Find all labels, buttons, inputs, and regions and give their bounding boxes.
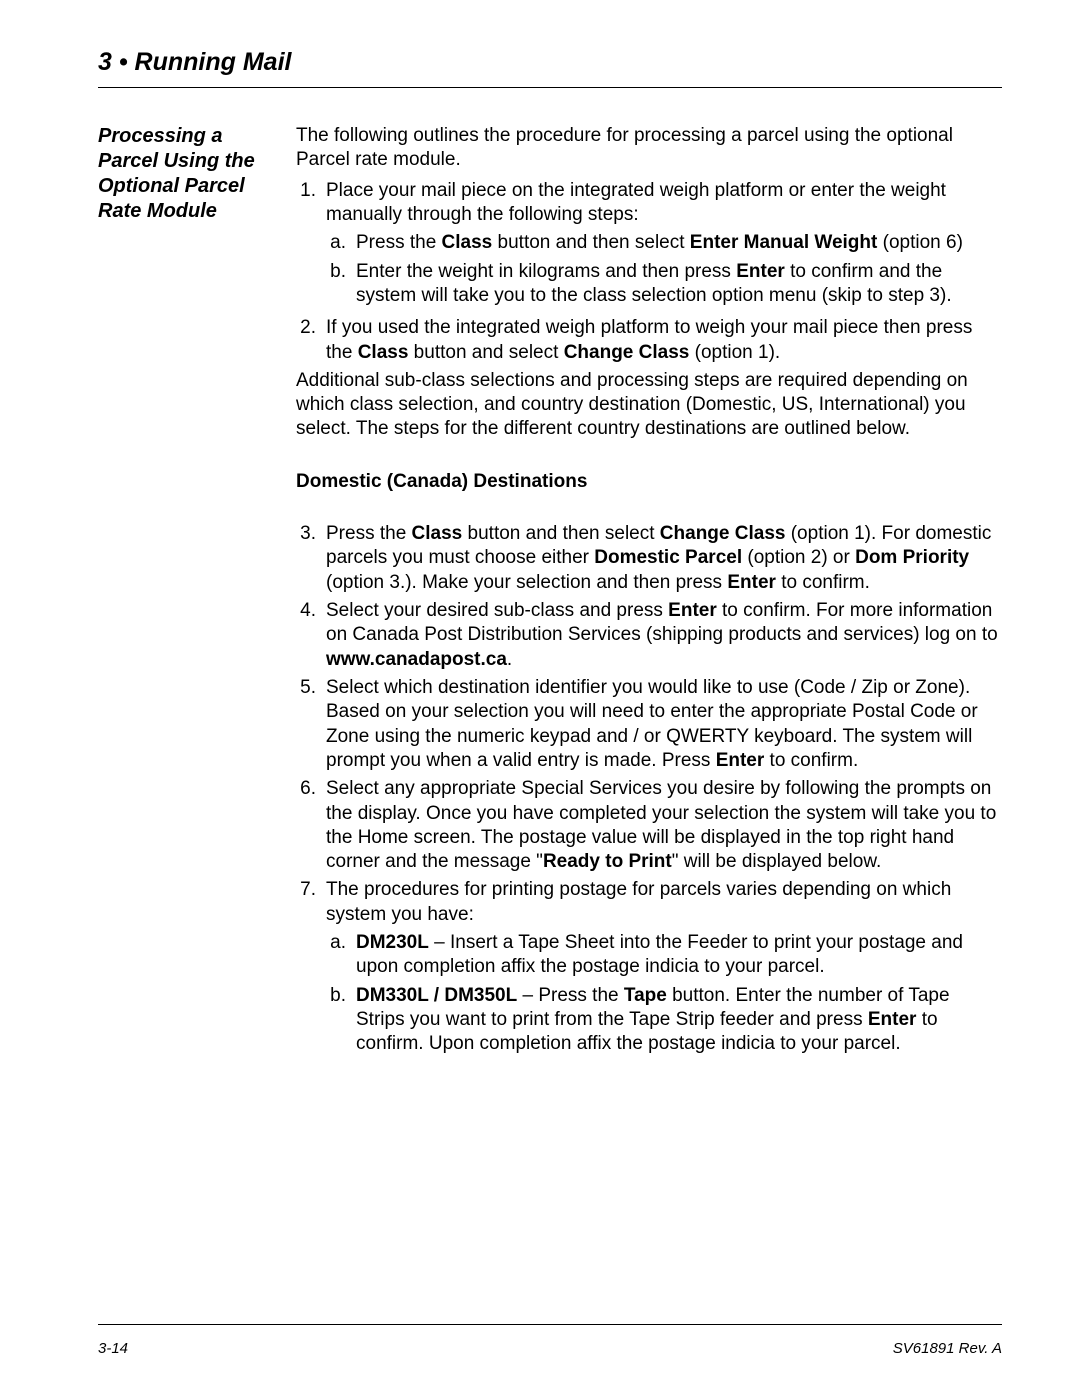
- step-2: 2. If you used the integrated weigh plat…: [296, 316, 1002, 365]
- step-number: 3.: [296, 522, 326, 595]
- step-3: 3. Press the Class button and then selec…: [296, 522, 1002, 595]
- step-7a: a. DM230L – Insert a Tape Sheet into the…: [326, 931, 1002, 980]
- step-body: Select which destination identifier you …: [326, 676, 1002, 773]
- footer: 3-14 SV61891 Rev. A: [98, 1340, 1002, 1357]
- step-number: 5.: [296, 676, 326, 773]
- sub-list-7: a. DM230L – Insert a Tape Sheet into the…: [326, 931, 1002, 1057]
- step-6: 6. Select any appropriate Special Servic…: [296, 777, 1002, 874]
- step-4: 4. Select your desired sub-class and pre…: [296, 599, 1002, 672]
- step-body: Place your mail piece on the integrated …: [326, 179, 1002, 313]
- step-1b: b. Enter the weight in kilograms and the…: [326, 260, 1002, 309]
- content-columns: Processing a Parcel Using the Optional P…: [98, 124, 1002, 1065]
- main-column: The following outlines the procedure for…: [296, 124, 1002, 1065]
- additional-paragraph: Additional sub-class selections and proc…: [296, 369, 1002, 442]
- step-number: 4.: [296, 599, 326, 672]
- sub-letter: b.: [326, 984, 356, 1057]
- sub-body: DM330L / DM350L – Press the Tape button.…: [356, 984, 1002, 1057]
- sub-letter: a.: [326, 231, 356, 255]
- step-number: 1.: [296, 179, 326, 313]
- step-body: If you used the integrated weigh platfor…: [326, 316, 1002, 365]
- sub-list-1: a. Press the Class button and then selec…: [326, 231, 1002, 308]
- step-1: 1. Place your mail piece on the integrat…: [296, 179, 1002, 313]
- domestic-heading: Domestic (Canada) Destinations: [296, 470, 1002, 494]
- page: 3 • Running Mail Processing a Parcel Usi…: [0, 0, 1080, 1397]
- sub-body: Press the Class button and then select E…: [356, 231, 1002, 255]
- side-heading: Processing a Parcel Using the Optional P…: [98, 124, 284, 224]
- header-rule: [98, 87, 1002, 88]
- step-body: The procedures for printing postage for …: [326, 878, 1002, 1060]
- side-column: Processing a Parcel Using the Optional P…: [98, 124, 296, 224]
- step-number: 6.: [296, 777, 326, 874]
- sub-letter: b.: [326, 260, 356, 309]
- intro-paragraph: The following outlines the procedure for…: [296, 124, 1002, 173]
- step-body: Select any appropriate Special Services …: [326, 777, 1002, 874]
- page-number: 3-14: [98, 1340, 128, 1357]
- procedure-list-top: 1. Place your mail piece on the integrat…: [296, 179, 1002, 365]
- step-5: 5. Select which destination identifier y…: [296, 676, 1002, 773]
- step-body: Select your desired sub-class and press …: [326, 599, 1002, 672]
- procedure-list-domestic: 3. Press the Class button and then selec…: [296, 522, 1002, 1061]
- step-body: Press the Class button and then select C…: [326, 522, 1002, 595]
- sub-letter: a.: [326, 931, 356, 980]
- step-text: Place your mail piece on the integrated …: [326, 180, 946, 225]
- sub-body: Enter the weight in kilograms and then p…: [356, 260, 1002, 309]
- sub-body: DM230L – Insert a Tape Sheet into the Fe…: [356, 931, 1002, 980]
- step-7b: b. DM330L / DM350L – Press the Tape butt…: [326, 984, 1002, 1057]
- chapter-title: 3 • Running Mail: [98, 48, 1002, 77]
- footer-rule: [98, 1324, 1002, 1325]
- step-number: 2.: [296, 316, 326, 365]
- step-7: 7. The procedures for printing postage f…: [296, 878, 1002, 1060]
- doc-revision: SV61891 Rev. A: [893, 1340, 1002, 1357]
- step-text: The procedures for printing postage for …: [326, 879, 951, 924]
- step-number: 7.: [296, 878, 326, 1060]
- step-1a: a. Press the Class button and then selec…: [326, 231, 1002, 255]
